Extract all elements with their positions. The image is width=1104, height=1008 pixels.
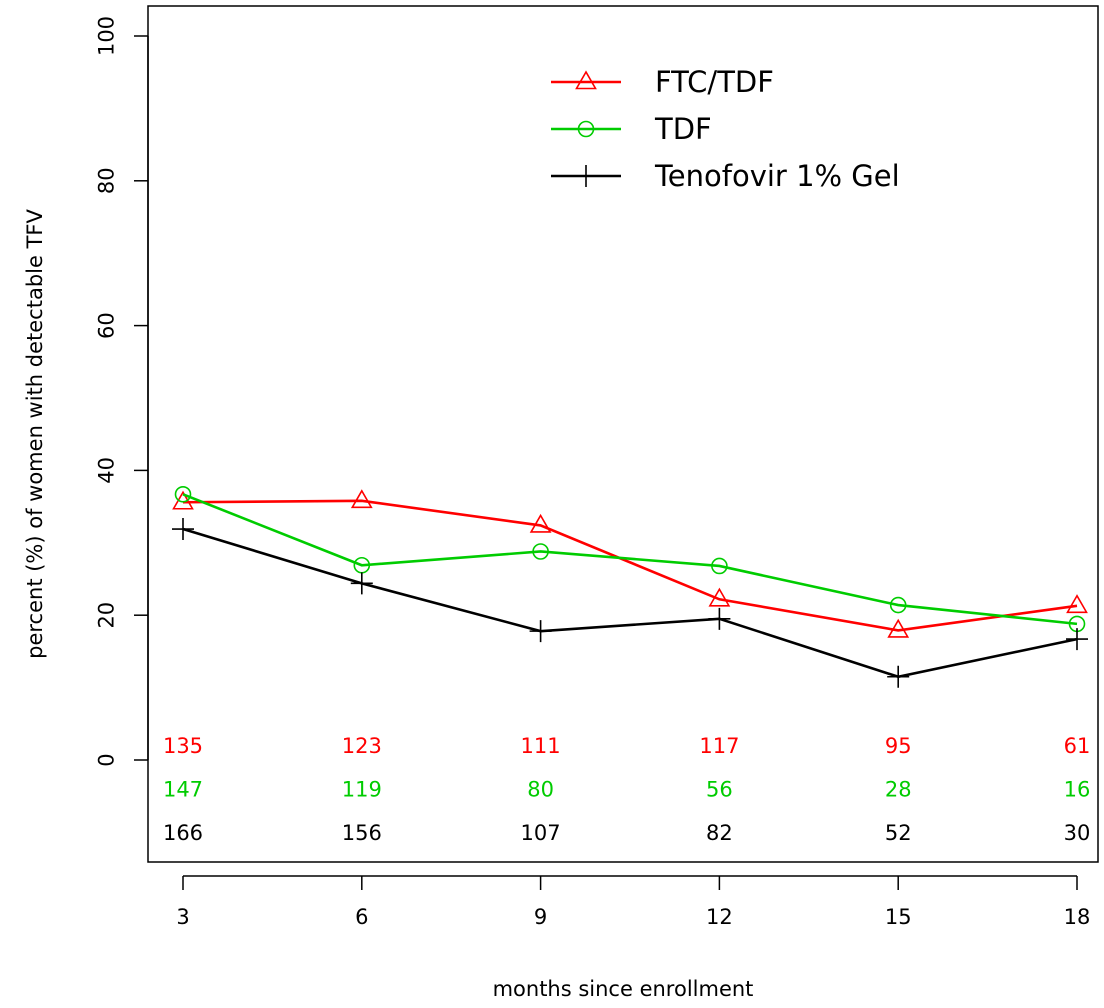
legend-marker — [577, 120, 595, 138]
y-tick-label: 80 — [94, 167, 118, 194]
data-point — [174, 485, 192, 503]
data-point — [1066, 594, 1088, 614]
data-point — [172, 518, 194, 541]
y-axis-title: percent (%) of women with detectable TFV — [23, 209, 47, 659]
series-line — [182, 499, 1078, 632]
data-point — [529, 620, 552, 643]
series-line — [182, 493, 1078, 626]
count-label: 117 — [699, 734, 739, 758]
count-label: 135 — [163, 734, 203, 758]
count-label: 119 — [342, 777, 382, 801]
count-label: 28 — [885, 777, 912, 801]
count-label: 56 — [706, 777, 733, 801]
x-tick-label: 9 — [534, 905, 547, 929]
legend-label: FTC/TDF — [655, 65, 774, 99]
legend-marker — [575, 70, 597, 90]
data-point — [532, 543, 549, 560]
count-label: 16 — [1064, 777, 1091, 801]
legend-label: Tenofovir 1% Gel — [654, 159, 900, 193]
count-label: 30 — [1064, 821, 1091, 845]
y-tick-label: 0 — [94, 753, 118, 766]
data-point — [708, 587, 731, 607]
y-tick-label: 60 — [94, 312, 118, 339]
x-tick-label: 18 — [1064, 905, 1091, 929]
count-label: 123 — [342, 734, 382, 758]
data-point — [708, 607, 731, 630]
count-label: 95 — [885, 734, 912, 758]
legend-marker — [575, 165, 597, 187]
series-2 — [172, 518, 1088, 688]
x-axis: 3 6 9 12 15 18 — [176, 875, 1091, 929]
sample-size-counts: 135 123 111 117 95 61 147 119 80 56 28 16 166 156 107 8… — [163, 734, 1090, 845]
data-point — [711, 557, 728, 575]
data-point — [350, 489, 373, 509]
legend-label: TDF — [654, 112, 712, 146]
series-1 — [174, 485, 1086, 633]
series-line — [182, 527, 1078, 679]
count-label: 147 — [163, 777, 203, 801]
x-tick-label: 6 — [355, 905, 368, 929]
data-point — [887, 665, 910, 688]
count-label: 80 — [527, 777, 554, 801]
x-axis-title: months since enrollment — [493, 977, 754, 1001]
data-point — [350, 572, 373, 595]
count-label: 61 — [1064, 734, 1091, 758]
data-point — [529, 513, 552, 533]
data-point — [889, 596, 907, 614]
legend: FTC/TDF TDF Tenofovir 1% Gel — [551, 65, 900, 193]
x-tick-label: 3 — [176, 905, 189, 929]
count-label: 111 — [521, 734, 561, 758]
y-axis: 0 20 40 60 80 100 — [94, 16, 149, 767]
series-0 — [172, 489, 1088, 638]
count-label: 82 — [706, 821, 733, 845]
series-layer — [172, 485, 1088, 688]
count-label: 107 — [521, 821, 561, 845]
count-label: 166 — [163, 821, 203, 845]
count-label: 52 — [885, 821, 912, 845]
count-label: 156 — [342, 821, 382, 845]
y-tick-label: 20 — [94, 602, 118, 629]
data-point — [1066, 628, 1088, 651]
plot-frame — [147, 5, 1099, 863]
x-tick-label: 12 — [706, 905, 733, 929]
x-tick-label: 15 — [885, 905, 912, 929]
y-tick-label: 40 — [94, 457, 118, 484]
y-tick-label: 100 — [94, 16, 118, 56]
data-point — [887, 618, 910, 638]
